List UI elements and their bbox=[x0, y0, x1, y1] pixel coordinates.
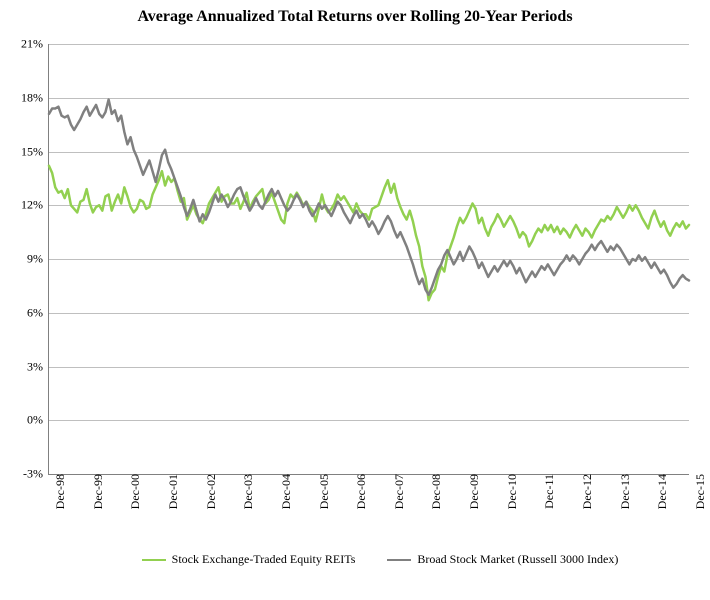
legend-item: Broad Stock Market (Russell 3000 Index) bbox=[387, 552, 618, 567]
plot-area: -3%0%3%6%9%12%15%18%21%Dec-98Dec-99Dec-0… bbox=[48, 44, 689, 475]
y-tick-label: 3% bbox=[27, 359, 49, 374]
y-tick-label: 12% bbox=[21, 198, 49, 213]
x-tick-label: Dec-13 bbox=[614, 474, 633, 509]
legend-swatch bbox=[142, 559, 166, 561]
x-tick-label: Dec-01 bbox=[162, 474, 181, 509]
series-line bbox=[49, 166, 689, 300]
y-tick-label: 18% bbox=[21, 90, 49, 105]
y-tick-label: 6% bbox=[27, 305, 49, 320]
x-tick-label: Dec-04 bbox=[275, 474, 294, 509]
legend-label: Stock Exchange-Traded Equity REITs bbox=[172, 552, 356, 567]
legend-label: Broad Stock Market (Russell 3000 Index) bbox=[417, 552, 618, 567]
y-tick-label: 21% bbox=[21, 37, 49, 52]
x-tick-label: Dec-10 bbox=[501, 474, 520, 509]
x-tick-label: Dec-09 bbox=[463, 474, 482, 509]
legend-item: Stock Exchange-Traded Equity REITs bbox=[142, 552, 356, 567]
y-tick-label: 15% bbox=[21, 144, 49, 159]
x-tick-label: Dec-11 bbox=[538, 474, 557, 509]
x-tick-label: Dec-06 bbox=[350, 474, 369, 509]
chart-title: Average Annualized Total Returns over Ro… bbox=[0, 8, 710, 26]
x-tick-label: Dec-02 bbox=[200, 474, 219, 509]
y-tick-label: -3% bbox=[23, 467, 49, 482]
x-tick-label: Dec-15 bbox=[689, 474, 708, 509]
series-line bbox=[49, 100, 689, 295]
returns-chart: Average Annualized Total Returns over Ro… bbox=[0, 0, 710, 600]
x-tick-label: Dec-99 bbox=[87, 474, 106, 509]
legend-swatch bbox=[387, 559, 411, 561]
x-tick-label: Dec-03 bbox=[237, 474, 256, 509]
x-tick-label: Dec-14 bbox=[651, 474, 670, 509]
x-tick-label: Dec-07 bbox=[388, 474, 407, 509]
x-tick-label: Dec-12 bbox=[576, 474, 595, 509]
x-tick-label: Dec-00 bbox=[124, 474, 143, 509]
legend: Stock Exchange-Traded Equity REITs Broad … bbox=[70, 552, 690, 567]
y-tick-label: 0% bbox=[27, 413, 49, 428]
x-tick-label: Dec-08 bbox=[425, 474, 444, 509]
x-tick-label: Dec-05 bbox=[313, 474, 332, 509]
x-tick-label: Dec-98 bbox=[49, 474, 68, 509]
y-tick-label: 9% bbox=[27, 252, 49, 267]
series-lines bbox=[49, 44, 689, 474]
